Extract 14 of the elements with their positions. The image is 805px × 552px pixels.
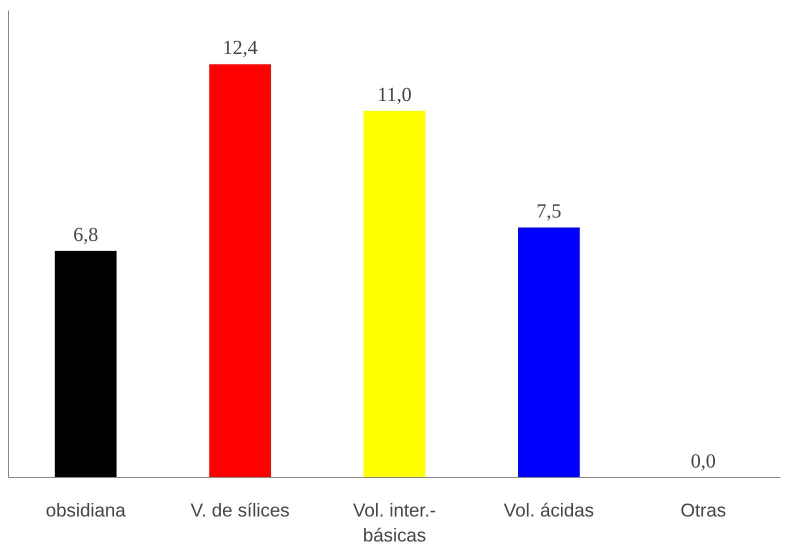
x-tick-label: Otras: [680, 500, 726, 520]
bar: [364, 110, 426, 478]
data-label: 6,8: [73, 224, 98, 246]
bar: [209, 64, 271, 478]
x-tick-label: obsidiana: [46, 500, 126, 520]
data-label: 12,4: [222, 37, 258, 60]
data-label: 11,0: [377, 84, 412, 106]
x-tick-label: Vol. ácidas: [504, 500, 594, 520]
bar: [54, 250, 117, 478]
data-label: 0,0: [690, 450, 716, 472]
data-label: 7,5: [536, 200, 562, 223]
bar: [518, 228, 580, 478]
x-tick-label: V. de sílices: [190, 500, 290, 520]
x-tick-label: Vol. inter.- básicas: [353, 500, 436, 546]
